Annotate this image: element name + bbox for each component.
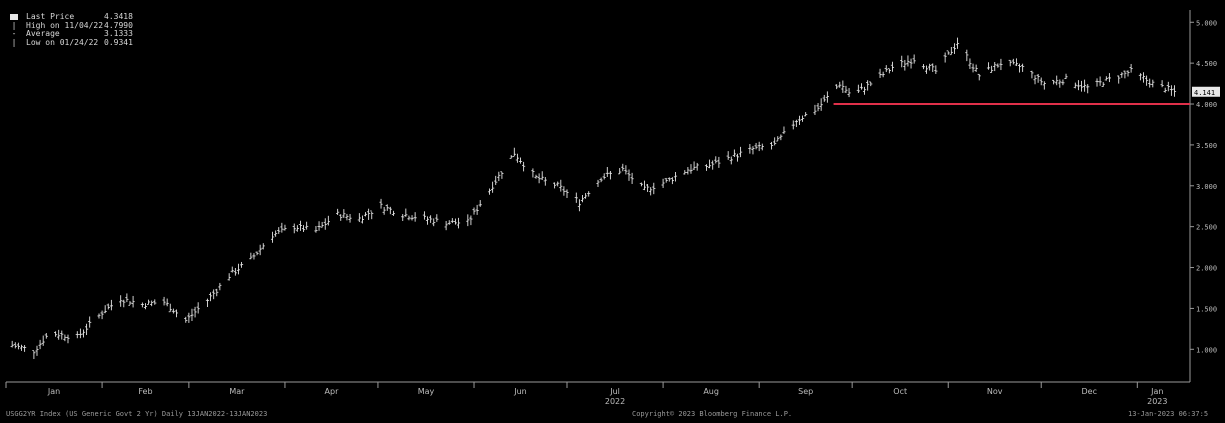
- x-tick-label: Aug: [703, 387, 719, 396]
- x-tick-label: Sep: [798, 387, 813, 396]
- last-value-tag: [1192, 86, 1220, 97]
- x-year-label: 2023: [1147, 397, 1167, 406]
- legend-high-value: 4.7990: [104, 20, 133, 30]
- y-tick-label: 5.000: [1196, 19, 1217, 27]
- legend-low-value: 0.9341: [104, 37, 133, 47]
- y-tick-label: 3.500: [1196, 142, 1217, 150]
- footer-copyright: Copyright© 2023 Bloomberg Finance L.P.: [632, 410, 793, 418]
- legend-average-label: Average: [26, 29, 60, 39]
- x-tick-label: Oct: [893, 387, 907, 396]
- chart-legend: Last Price 4.3418 | High on 11/04/22 4.7990…: [10, 12, 133, 47]
- y-tick-label: 1.500: [1196, 305, 1217, 313]
- y-tick-label: 3.000: [1196, 183, 1217, 191]
- y-tick-label: 1.000: [1196, 346, 1217, 354]
- x-year-label: 2022: [605, 397, 625, 406]
- x-tick-label: Nov: [987, 387, 1003, 396]
- x-tick-label: Jan: [47, 387, 60, 396]
- y-tick-label: 4.000: [1196, 101, 1217, 109]
- x-tick-label: May: [418, 387, 435, 396]
- legend-last-price-label: Last Price: [26, 12, 75, 21]
- last-value-label: 4.141: [1194, 89, 1215, 97]
- legend-last-price-value: 4.3418: [104, 12, 133, 21]
- y-tick-label: 4.500: [1196, 60, 1217, 68]
- x-tick-label: Jun: [513, 387, 527, 396]
- footer-index-info: USGG2YR Index (US Generic Govt 2 Yr) Dai…: [6, 410, 268, 418]
- legend-high-label: High on 11/04/22: [26, 20, 104, 30]
- x-tick-label: Apr: [325, 387, 340, 396]
- y-tick-label: 2.000: [1196, 265, 1217, 273]
- x-tick-label: Feb: [138, 387, 152, 396]
- x-tick-label: Mar: [229, 387, 245, 396]
- legend-average-value: 3.1333: [104, 29, 133, 39]
- x-tick-label: Jul: [609, 387, 620, 396]
- x-tick-label: Jan: [1150, 387, 1163, 396]
- legend-low-label: Low on 01/24/22: [26, 37, 99, 47]
- footer-timestamp: 13-Jan-2023 06:37:5: [1128, 410, 1209, 418]
- y-tick-label: 2.500: [1196, 224, 1217, 232]
- x-tick-label: Dec: [1082, 387, 1097, 396]
